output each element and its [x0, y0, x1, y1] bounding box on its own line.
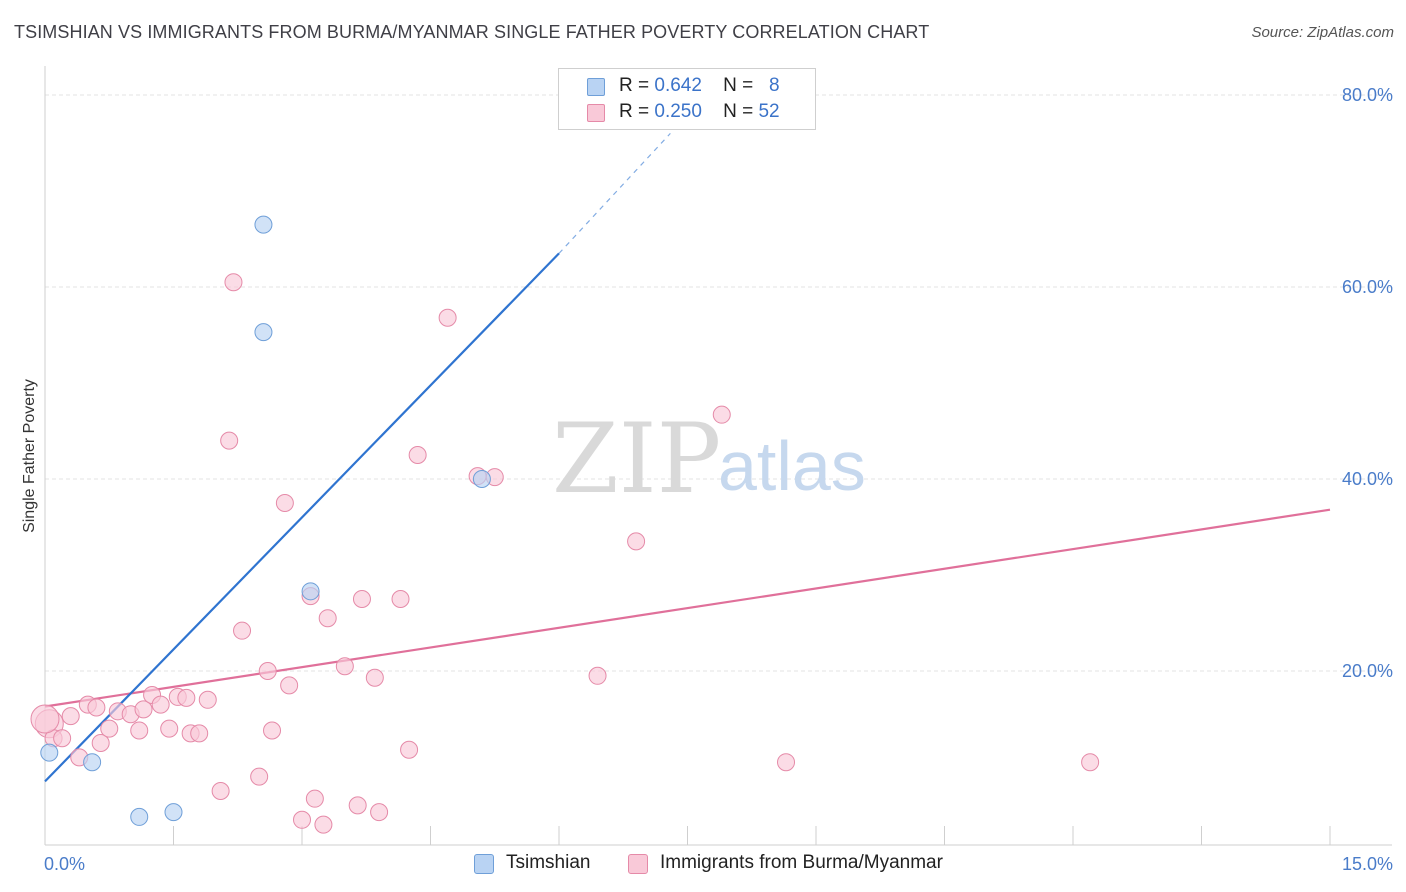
point-tsimshian — [254, 215, 273, 234]
legend-swatch-tsimshian — [474, 854, 494, 874]
point-tsimshian — [472, 470, 491, 488]
point-burma — [61, 707, 80, 726]
point-burma — [1081, 753, 1100, 772]
legend-r-label: R = — [619, 101, 650, 122]
trend-extension-tsimshian — [558, 132, 671, 254]
chart-title: TSIMSHIAN VS IMMIGRANTS FROM BURMA/MYANM… — [14, 22, 930, 42]
axes — [44, 66, 1392, 846]
point-burma — [160, 719, 179, 738]
point-burma — [391, 590, 410, 608]
legend-r-value: 0.642 — [654, 75, 702, 96]
point-burma — [263, 721, 282, 740]
legend-n-label: N = — [723, 75, 754, 96]
correlation-legend: R = 0.642 N = 8 R = 0.250 N = 52 — [558, 68, 816, 130]
gridlines — [45, 94, 1392, 672]
point-burma — [275, 494, 294, 512]
point-burma — [190, 724, 209, 743]
point-burma — [258, 662, 277, 680]
legend-r-value: 0.250 — [654, 101, 702, 122]
point-burma — [250, 767, 269, 786]
legend-swatch-tsimshian — [587, 78, 605, 96]
y-tick-label: 80.0% — [1342, 85, 1393, 105]
point-burma — [305, 789, 324, 808]
point-burma — [352, 590, 371, 608]
point-burma — [134, 700, 153, 719]
trend-line-burma — [44, 508, 1331, 708]
legend-r-label: R = — [619, 75, 650, 96]
legend-label-burma: Immigrants from Burma/Myanmar — [660, 852, 943, 873]
point-tsimshian — [254, 323, 273, 342]
y-tick-label: 20.0% — [1342, 661, 1393, 681]
point-tsimshian — [83, 753, 102, 772]
point-burma — [233, 621, 252, 640]
point-burma — [627, 532, 646, 551]
point-burma — [151, 695, 170, 714]
point-burma — [224, 273, 243, 292]
point-burma — [91, 734, 110, 752]
point-burma — [400, 740, 419, 759]
point-burma — [130, 721, 149, 740]
y-axis-label: Single Father Poverty — [21, 379, 38, 533]
legend-n-label: N = — [723, 101, 754, 122]
point-burma — [588, 666, 607, 685]
point-burma — [712, 405, 731, 424]
point-burma — [177, 688, 196, 707]
point-burma — [438, 308, 457, 327]
x-tick-label: 0.0% — [44, 854, 85, 874]
point-burma — [318, 609, 337, 628]
point-burma — [280, 676, 299, 695]
point-tsimshian — [130, 807, 149, 826]
watermark-zip: ZIP — [552, 403, 721, 515]
point-burma — [30, 704, 60, 734]
tick-labels: 20.0% 40.0% 60.0% 80.0% 0.0% 15.0% — [44, 85, 1393, 874]
point-burma — [100, 719, 119, 738]
y-tick-label: 40.0% — [1342, 469, 1393, 489]
point-burma — [220, 431, 239, 450]
source-label: Source: ZipAtlas.com — [1251, 24, 1394, 41]
legend-label-tsimshian: Tsimshian — [506, 852, 591, 873]
point-burma — [211, 782, 230, 800]
point-tsimshian — [301, 582, 320, 601]
point-tsimshian — [164, 803, 183, 822]
point-burma — [293, 810, 311, 829]
watermark-atlas: atlas — [718, 427, 866, 505]
point-burma — [53, 729, 72, 748]
point-burma — [314, 815, 333, 834]
point-burma — [87, 698, 106, 717]
legend-swatch-burma — [587, 104, 605, 122]
point-burma — [777, 753, 796, 772]
point-burma — [348, 796, 367, 815]
legend-n-value: 52 — [758, 101, 780, 122]
point-burma — [408, 446, 427, 464]
watermark: ZIP atlas — [552, 403, 866, 515]
point-burma — [370, 803, 389, 822]
y-tick-label: 60.0% — [1342, 277, 1393, 297]
point-burma — [365, 668, 384, 687]
point-tsimshian — [40, 743, 59, 762]
point-burma — [198, 690, 217, 709]
trend-line-tsimshian — [44, 252, 560, 783]
legend-n-value: 8 — [769, 75, 780, 96]
point-burma — [335, 657, 354, 676]
legend-swatch-burma — [628, 854, 648, 874]
data-points — [30, 215, 1100, 834]
x-tick-label: 15.0% — [1342, 854, 1393, 874]
series-legend: Tsimshian Immigrants from Burma/Myanmar — [0, 852, 1406, 878]
